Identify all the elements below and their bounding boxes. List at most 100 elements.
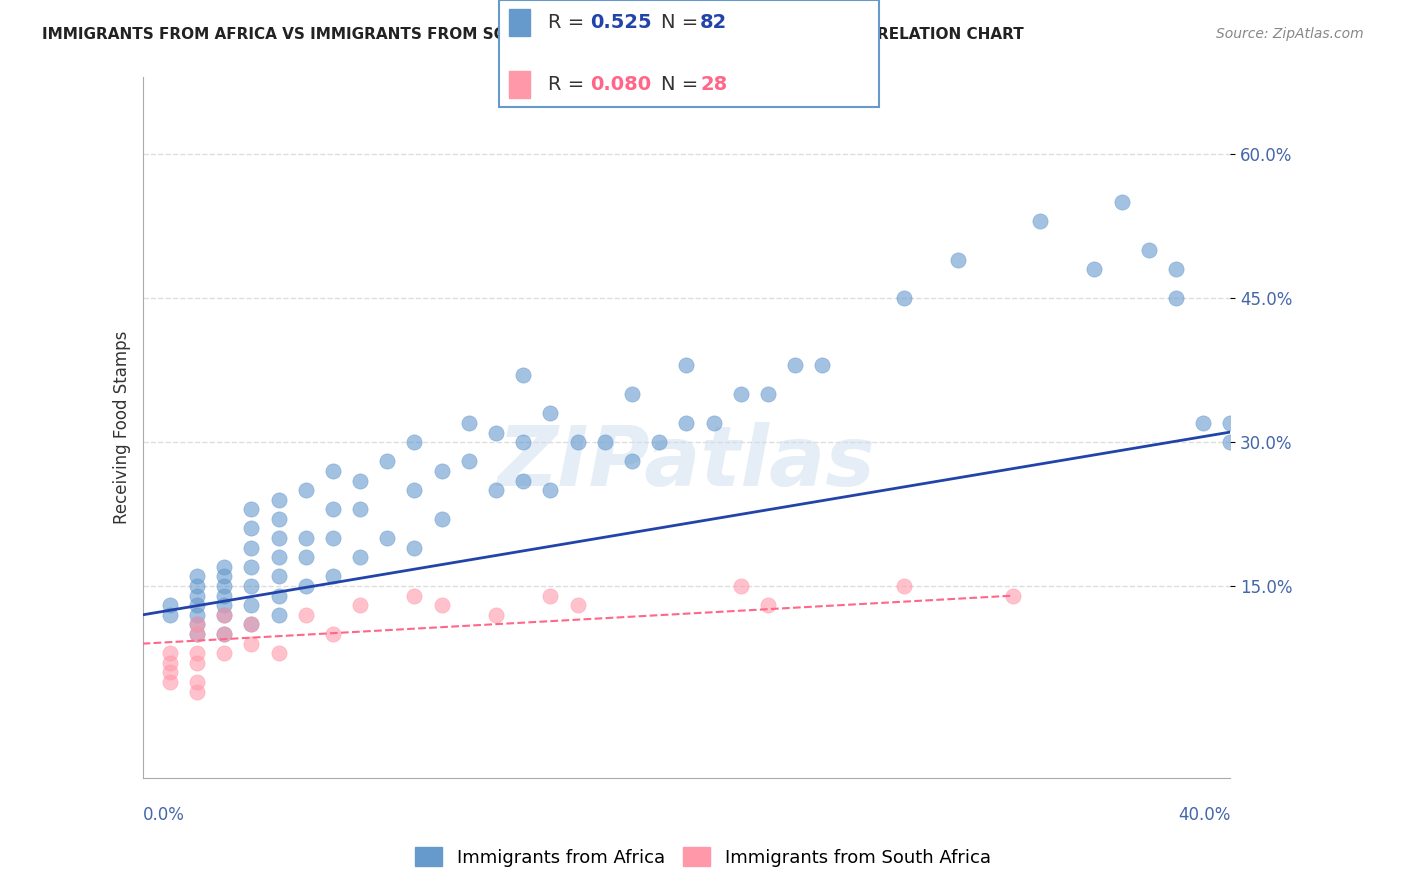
Text: R =: R =: [548, 12, 591, 32]
Point: [212, 589, 235, 603]
Point: [186, 599, 208, 613]
Point: [240, 617, 263, 632]
Point: [703, 416, 725, 430]
Point: [540, 483, 562, 497]
Point: [811, 359, 834, 373]
Point: [186, 579, 208, 593]
Point: [212, 627, 235, 641]
Point: [567, 435, 589, 450]
Point: [512, 474, 534, 488]
Point: [1164, 291, 1187, 305]
Point: [186, 589, 208, 603]
Text: Source: ZipAtlas.com: Source: ZipAtlas.com: [1216, 27, 1364, 41]
Point: [186, 675, 208, 690]
Point: [186, 627, 208, 641]
Point: [322, 627, 344, 641]
Point: [212, 579, 235, 593]
Point: [404, 589, 426, 603]
Point: [1164, 262, 1187, 277]
Point: [675, 359, 697, 373]
Point: [240, 560, 263, 574]
Point: [457, 454, 479, 468]
Point: [1111, 195, 1133, 210]
Legend: Immigrants from Africa, Immigrants from South Africa: Immigrants from Africa, Immigrants from …: [408, 840, 998, 874]
Point: [430, 512, 453, 526]
Point: [240, 579, 263, 593]
Point: [159, 665, 181, 680]
Point: [212, 569, 235, 583]
Point: [512, 435, 534, 450]
Point: [240, 637, 263, 651]
Point: [212, 607, 235, 622]
Y-axis label: Receiving Food Stamps: Receiving Food Stamps: [114, 331, 131, 524]
Point: [322, 531, 344, 545]
Point: [186, 617, 208, 632]
Point: [567, 599, 589, 613]
Text: N =: N =: [661, 75, 704, 95]
Point: [485, 483, 508, 497]
Point: [540, 589, 562, 603]
Point: [457, 416, 479, 430]
Point: [375, 454, 398, 468]
Point: [186, 627, 208, 641]
Point: [267, 492, 290, 507]
Point: [267, 512, 290, 526]
Point: [349, 502, 371, 516]
Point: [540, 406, 562, 420]
Point: [186, 607, 208, 622]
Point: [294, 550, 316, 565]
Text: N =: N =: [661, 12, 704, 32]
Point: [322, 464, 344, 478]
Point: [212, 646, 235, 660]
Point: [212, 560, 235, 574]
Point: [648, 435, 671, 450]
Point: [893, 579, 915, 593]
Point: [186, 617, 208, 632]
Point: [485, 425, 508, 440]
Point: [621, 454, 644, 468]
Point: [294, 607, 316, 622]
Point: [430, 464, 453, 478]
Point: [240, 541, 263, 555]
Point: [730, 387, 752, 401]
Point: [267, 607, 290, 622]
Point: [1083, 262, 1105, 277]
Point: [485, 607, 508, 622]
Point: [1137, 243, 1160, 257]
Point: [240, 599, 263, 613]
Point: [756, 387, 779, 401]
Point: [375, 531, 398, 545]
Point: [186, 684, 208, 698]
Point: [267, 550, 290, 565]
Point: [294, 483, 316, 497]
Point: [1219, 435, 1241, 450]
Text: ZIPatlas: ZIPatlas: [498, 422, 876, 503]
Point: [404, 483, 426, 497]
Text: R =: R =: [548, 75, 591, 95]
Text: 0.080: 0.080: [591, 75, 651, 95]
Point: [212, 607, 235, 622]
Text: 0.0%: 0.0%: [142, 806, 184, 824]
Point: [730, 579, 752, 593]
Point: [1219, 416, 1241, 430]
Point: [322, 569, 344, 583]
Point: [893, 291, 915, 305]
Point: [159, 646, 181, 660]
Point: [621, 387, 644, 401]
Point: [349, 599, 371, 613]
Point: [1274, 416, 1296, 430]
Point: [267, 569, 290, 583]
Point: [1192, 416, 1215, 430]
Point: [267, 646, 290, 660]
Point: [240, 521, 263, 535]
Point: [785, 359, 807, 373]
Text: 0.525: 0.525: [591, 12, 652, 32]
Point: [948, 252, 970, 267]
Text: 82: 82: [700, 12, 727, 32]
Point: [1246, 416, 1268, 430]
Point: [186, 656, 208, 670]
Point: [349, 474, 371, 488]
Point: [267, 589, 290, 603]
Point: [267, 531, 290, 545]
Point: [1001, 589, 1024, 603]
